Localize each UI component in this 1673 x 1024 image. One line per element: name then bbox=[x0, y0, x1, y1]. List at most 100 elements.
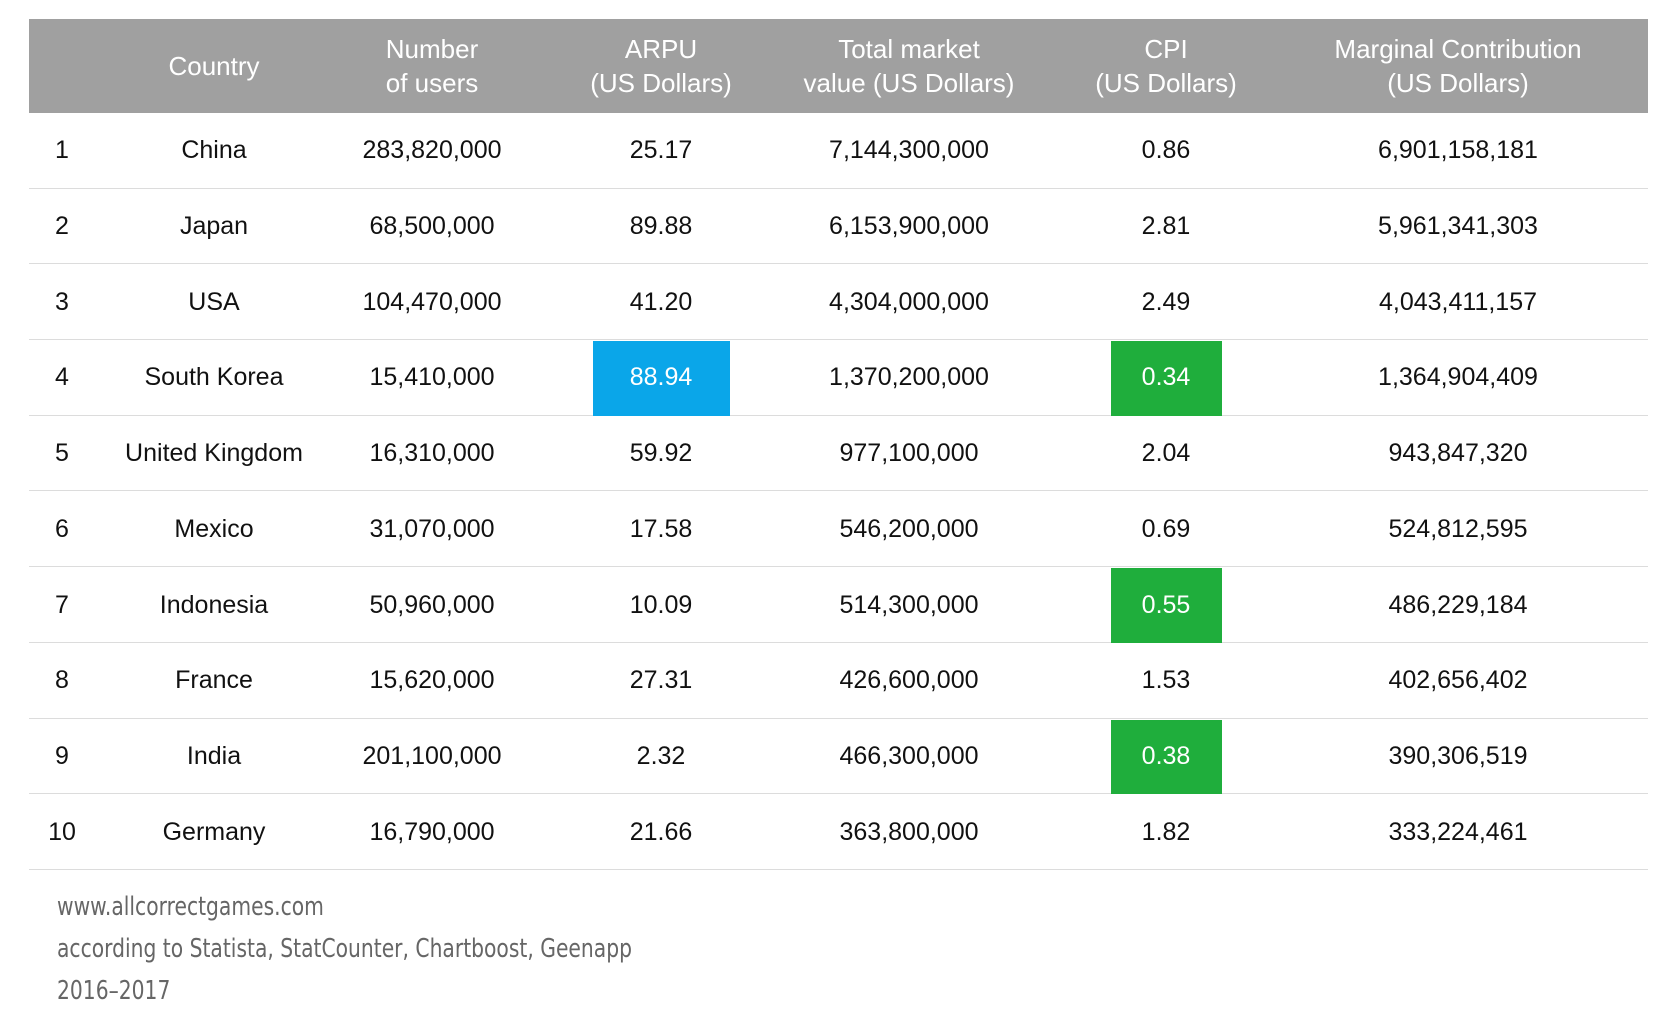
table-cell: 16,310,000 bbox=[369, 439, 495, 468]
table-row bbox=[29, 264, 1648, 341]
table-cell: 402,656,402 bbox=[1388, 666, 1528, 695]
table-row bbox=[29, 794, 1648, 870]
table-cell: 333,224,461 bbox=[1388, 817, 1528, 846]
table-cell: 7,144,300,000 bbox=[829, 136, 989, 165]
footer-line: according to Statista, StatCounter, Char… bbox=[57, 934, 632, 964]
table-cell: 8 bbox=[55, 666, 69, 695]
header-text: ARPU bbox=[624, 34, 698, 64]
header-text: of users bbox=[385, 68, 479, 98]
table-row bbox=[29, 113, 1648, 189]
table-cell: 31,070,000 bbox=[369, 514, 495, 543]
table-cell: 68,500,000 bbox=[369, 212, 495, 241]
header-text: Total market bbox=[838, 34, 980, 64]
table-cell: 4,304,000,000 bbox=[829, 287, 989, 316]
table-cell: 7 bbox=[55, 590, 69, 619]
table-cell: 5 bbox=[55, 439, 69, 468]
header-text: Country bbox=[168, 51, 260, 81]
table-header bbox=[29, 19, 1648, 113]
header-text: value (US Dollars) bbox=[803, 68, 1015, 98]
header-cell: Marginal Contribution (US Dollars) bbox=[1334, 19, 1581, 113]
table-cell: 21.66 bbox=[629, 817, 693, 846]
table-cell: 88.94 bbox=[629, 363, 693, 392]
table-cell: 486,229,184 bbox=[1388, 590, 1528, 619]
table-cell: 2.32 bbox=[636, 741, 686, 770]
table-row bbox=[29, 719, 1648, 795]
header-text: (US Dollars) bbox=[1387, 68, 1529, 98]
table-cell: 0.86 bbox=[1141, 136, 1191, 165]
header-text: CPI bbox=[1144, 34, 1188, 64]
table-cell: 390,306,519 bbox=[1388, 741, 1528, 770]
table-cell: 1.53 bbox=[1141, 666, 1191, 695]
table-cell: 1.82 bbox=[1141, 817, 1191, 846]
table-cell: 4,043,411,157 bbox=[1378, 287, 1538, 316]
table-cell: 1,364,904,409 bbox=[1378, 363, 1538, 392]
header-text: Marginal Contribution bbox=[1334, 34, 1582, 64]
table-cell: 363,800,000 bbox=[839, 817, 979, 846]
header-text: (US Dollars) bbox=[590, 68, 732, 98]
header-cell: ARPU (US Dollars) bbox=[590, 19, 732, 113]
header-cell: Total market value (US Dollars) bbox=[804, 19, 1015, 113]
cell-highlight bbox=[593, 341, 730, 416]
table-row bbox=[29, 567, 1648, 643]
cell-highlight bbox=[1111, 719, 1222, 795]
header-text: (US Dollars) bbox=[1095, 68, 1237, 98]
table-cell: 25.17 bbox=[629, 136, 693, 165]
table-cell: 524,812,595 bbox=[1388, 514, 1528, 543]
table-cell: 0.38 bbox=[1141, 741, 1191, 770]
table-cell: 2.81 bbox=[1141, 212, 1191, 241]
table-cell: 104,470,000 bbox=[362, 287, 502, 316]
table-cell: 10.09 bbox=[629, 590, 693, 619]
table-cell: 17.58 bbox=[629, 514, 693, 543]
table-cell: 466,300,000 bbox=[839, 741, 979, 770]
table-cell: Germany bbox=[162, 817, 266, 846]
table-cell: 0.69 bbox=[1141, 514, 1191, 543]
header-text: Number bbox=[385, 34, 479, 64]
table-cell: 59.92 bbox=[629, 439, 693, 468]
table-cell: 15,410,000 bbox=[369, 363, 495, 392]
table-cell: 201,100,000 bbox=[362, 741, 502, 770]
table-cell: China bbox=[181, 136, 247, 165]
table-row bbox=[29, 643, 1648, 719]
table-cell: United Kingdom bbox=[125, 439, 303, 468]
table-cell: 943,847,320 bbox=[1388, 439, 1528, 468]
table-row bbox=[29, 340, 1648, 416]
table-cell: 9 bbox=[55, 741, 69, 770]
table-cell: 89.88 bbox=[629, 212, 693, 241]
table-cell: 426,600,000 bbox=[839, 666, 979, 695]
cell-highlight bbox=[1111, 568, 1222, 643]
table-cell: South Korea bbox=[144, 363, 284, 392]
table-cell: 546,200,000 bbox=[839, 514, 979, 543]
table-cell: 977,100,000 bbox=[839, 439, 979, 468]
table-cell: 6,153,900,000 bbox=[829, 212, 989, 241]
table-cell: Japan bbox=[179, 212, 249, 241]
table-cell: 1 bbox=[55, 136, 69, 165]
table-row bbox=[29, 492, 1648, 568]
header-cell: CPI (US Dollars) bbox=[1095, 19, 1237, 113]
table-cell: 15,620,000 bbox=[369, 666, 495, 695]
table-cell: 4 bbox=[55, 363, 69, 392]
table-cell: 27.31 bbox=[629, 666, 693, 695]
table-cell: France bbox=[175, 666, 253, 695]
table-cell: 2.04 bbox=[1141, 439, 1191, 468]
table-cell: USA bbox=[188, 287, 240, 316]
table-cell: Mexico bbox=[174, 514, 254, 543]
table-cell: 16,790,000 bbox=[369, 817, 495, 846]
table-cell: 2.49 bbox=[1141, 287, 1191, 316]
table-cell: 10 bbox=[48, 817, 76, 846]
table-cell: 6 bbox=[55, 514, 69, 543]
table-cell: 41.20 bbox=[629, 287, 693, 316]
table-cell: 0.34 bbox=[1141, 363, 1191, 392]
table-cell: 514,300,000 bbox=[839, 590, 979, 619]
table-cell: 1,370,200,000 bbox=[829, 363, 989, 392]
table-cell: 0.55 bbox=[1141, 590, 1191, 619]
table-cell: India bbox=[186, 741, 242, 770]
table-cell: 2 bbox=[55, 212, 69, 241]
table-cell: 283,820,000 bbox=[362, 136, 502, 165]
header-cell: Country bbox=[168, 19, 259, 113]
header-cell: Number of users bbox=[386, 19, 479, 113]
table-cell: 6,901,158,181 bbox=[1378, 136, 1538, 165]
table-cell: 3 bbox=[55, 287, 69, 316]
table-cell: 50,960,000 bbox=[369, 590, 495, 619]
table-cell: 5,961,341,303 bbox=[1378, 212, 1538, 241]
